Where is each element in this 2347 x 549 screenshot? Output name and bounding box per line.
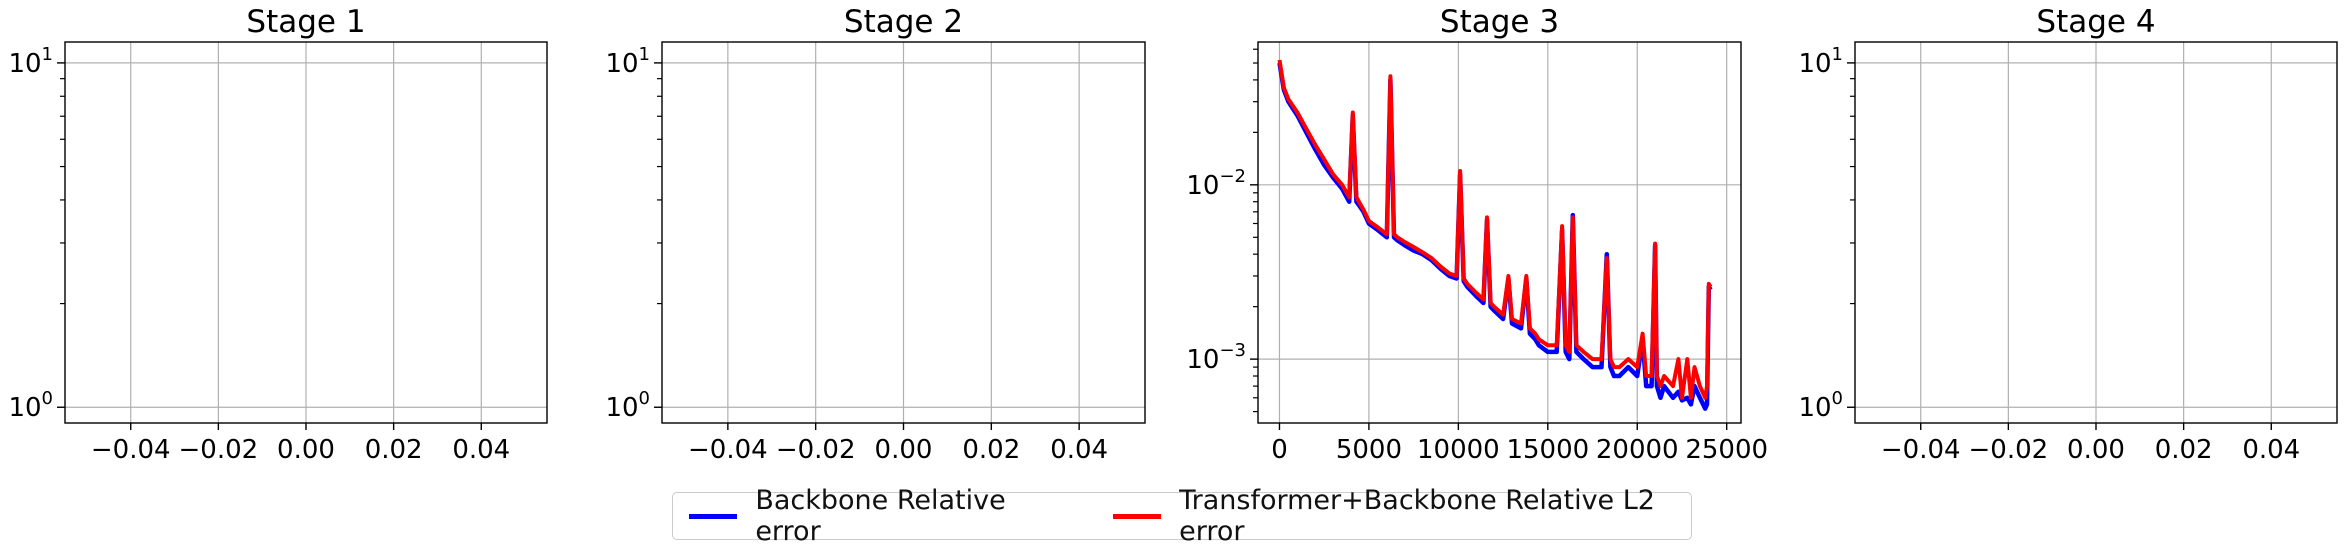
x-tick-label: 0 <box>1271 435 1288 465</box>
x-tick-label: 0.02 <box>365 435 423 465</box>
y-tick-label: 100 <box>605 388 650 423</box>
x-tick-label: 0.04 <box>2242 435 2300 465</box>
chart-title: Stage 4 <box>2036 4 2155 40</box>
x-tick-label: 0.04 <box>452 435 510 465</box>
legend-swatch-backbone <box>689 513 738 519</box>
x-tick-label: 0.02 <box>2155 435 2213 465</box>
chart-title: Stage 1 <box>246 4 365 40</box>
series-line-transformer <box>1277 59 1713 400</box>
chart-title: Stage 2 <box>844 4 963 40</box>
legend-entry-backbone: Backbone Relative error <box>679 485 1057 547</box>
chart-panel-1: −0.04 −0.02 0.00 0.02 0.04 100 101 Stage 1 <box>8 4 548 465</box>
y-tick-label: 10−3 <box>1186 340 1246 375</box>
x-tick-label: 0.00 <box>875 435 933 465</box>
legend-label-backbone: Backbone Relative error <box>755 485 1006 547</box>
chart-panel-3: 0 5000 10000 15000 20000 25000 10−3 10−2 Stage 3 <box>1186 4 1768 465</box>
x-tick-label: 0.00 <box>277 435 335 465</box>
x-tick-label: 0.00 <box>2067 435 2125 465</box>
x-tick-label: 0.04 <box>1050 435 1108 465</box>
legend: Backbone Relative error Transformer+Back… <box>672 485 1692 547</box>
y-tick-label: 10−2 <box>1186 166 1246 201</box>
y-tick-label: 101 <box>8 44 53 79</box>
x-tick-label: 5000 <box>1336 435 1402 465</box>
x-tick-label: 25000 <box>1685 435 1768 465</box>
chart-title: Stage 3 <box>1440 4 1559 40</box>
y-tick-label: 101 <box>1798 44 1843 79</box>
legend-swatch-transformer <box>1112 513 1162 519</box>
x-tick-label: 20000 <box>1596 435 1679 465</box>
x-tick-label: 10000 <box>1417 435 1500 465</box>
x-tick-label: −0.04 <box>91 435 171 465</box>
x-tick-label: 15000 <box>1506 435 1589 465</box>
y-tick-label: 100 <box>1798 388 1843 423</box>
legend-label-transformer: Transformer+Backbone Relative L2 error <box>1179 485 1655 547</box>
legend-entry-transformer: Transformer+Backbone Relative L2 error <box>1103 485 1691 547</box>
chart-panel-2: −0.04 −0.02 0.00 0.02 0.04 100 101 Stage 2 <box>605 4 1146 465</box>
x-tick-label: 0.02 <box>962 435 1020 465</box>
x-tick-label: −0.04 <box>1881 435 1961 465</box>
chart-panel-4: −0.04 −0.02 0.00 0.02 0.04 100 101 Stage 4 <box>1798 4 2338 465</box>
axes-frame <box>1257 41 1742 424</box>
x-tick-label: −0.02 <box>1969 435 2049 465</box>
x-tick-label: −0.02 <box>179 435 259 465</box>
x-tick-label: −0.02 <box>776 435 856 465</box>
y-tick-label: 101 <box>605 44 650 79</box>
x-tick-label: −0.04 <box>688 435 768 465</box>
y-tick-label: 100 <box>8 388 53 423</box>
